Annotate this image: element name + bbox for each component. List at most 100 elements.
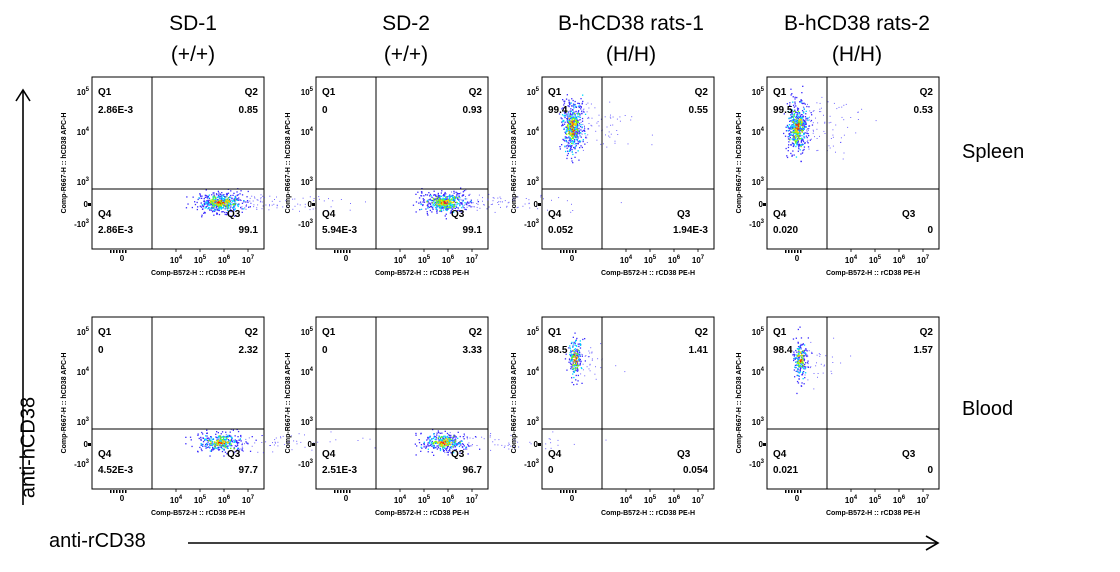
event-dot <box>798 129 800 131</box>
event-dot <box>261 201 263 203</box>
x-minor-tick <box>791 250 793 253</box>
event-dot <box>453 199 455 201</box>
event-dot <box>429 440 431 442</box>
event-dot <box>591 125 593 127</box>
event-dot <box>802 106 804 108</box>
event-dot <box>567 113 570 115</box>
event-dot <box>568 131 570 133</box>
event-dot <box>231 437 233 439</box>
event-dot <box>436 210 438 213</box>
event-dot <box>794 123 797 125</box>
event-dot <box>227 205 229 207</box>
event-dot <box>804 123 806 126</box>
event-dot <box>578 140 581 142</box>
event-dot <box>225 446 227 449</box>
event-dot <box>793 369 795 371</box>
event-dot <box>214 200 216 202</box>
event-dot <box>208 204 210 206</box>
event-dot <box>440 445 442 447</box>
event-dot <box>450 436 452 438</box>
q2-label: Q2 <box>920 327 934 338</box>
event-dot <box>253 206 255 208</box>
event-dot <box>486 208 488 210</box>
col-header-hcd38-2-line2: (H/H) <box>831 43 883 66</box>
event-dot <box>229 209 232 211</box>
event-dot <box>584 128 586 130</box>
event-dot <box>237 204 239 206</box>
event-dot <box>576 367 579 369</box>
event-dot <box>831 373 833 375</box>
event-dot <box>573 137 575 139</box>
event-dot <box>457 442 460 444</box>
event-dot <box>785 126 787 128</box>
event-dot <box>465 196 466 198</box>
event-dot <box>449 212 452 214</box>
event-dot <box>579 364 581 366</box>
event-dot <box>566 157 568 160</box>
event-dot <box>421 192 423 194</box>
event-dot <box>210 441 212 443</box>
event-dot <box>211 211 214 213</box>
x-minor-tick <box>800 490 802 493</box>
event-dot <box>578 357 580 359</box>
event-dot <box>233 203 235 205</box>
event-dot <box>426 201 428 203</box>
x-tick-label: 107 <box>466 255 479 265</box>
event-dot <box>569 126 571 128</box>
event-dot <box>440 437 442 439</box>
event-dot <box>564 145 566 147</box>
event-dot <box>226 195 228 197</box>
event-dot <box>855 132 857 134</box>
event-dot <box>218 207 220 209</box>
event-dot <box>793 131 795 134</box>
event-dot <box>591 359 593 361</box>
event-dot <box>573 349 576 351</box>
event-dot <box>418 442 421 444</box>
event-dot <box>791 127 794 129</box>
event-dot <box>579 355 581 357</box>
event-dot <box>453 435 455 437</box>
event-dot <box>436 204 438 207</box>
event-dot <box>198 197 200 199</box>
event-dot <box>793 106 796 108</box>
event-dot <box>802 149 804 152</box>
event-dot <box>796 364 798 367</box>
event-dot <box>435 201 437 203</box>
event-dot <box>453 444 455 446</box>
event-dot <box>588 123 590 124</box>
panel-frame <box>541 76 715 250</box>
event-dot <box>230 209 232 211</box>
event-dot <box>365 201 366 203</box>
event-dot <box>217 203 219 205</box>
event-dot <box>460 192 462 194</box>
event-dot <box>574 363 576 366</box>
event-dot <box>215 201 218 203</box>
event-dot <box>200 436 202 439</box>
event-dot <box>577 111 579 113</box>
event-dot <box>572 126 575 128</box>
event-dot <box>226 208 228 210</box>
event-dot <box>787 136 789 138</box>
event-dot <box>244 443 245 445</box>
event-dot <box>620 202 622 204</box>
event-dot <box>564 131 566 133</box>
event-dot <box>470 199 472 201</box>
event-dot <box>584 130 586 132</box>
event-dot <box>566 113 568 115</box>
event-dot <box>225 206 227 208</box>
q3-value: 97.7 <box>239 465 259 476</box>
event-dot <box>798 128 800 130</box>
event-dot <box>802 126 804 128</box>
event-dot <box>796 132 798 135</box>
event-dot <box>804 137 806 139</box>
event-dot <box>449 447 451 449</box>
event-dot <box>219 435 221 437</box>
event-dot <box>451 198 453 200</box>
event-dot <box>792 111 794 113</box>
event-dot <box>449 450 451 452</box>
event-dot <box>223 204 225 206</box>
event-dot <box>806 129 808 131</box>
